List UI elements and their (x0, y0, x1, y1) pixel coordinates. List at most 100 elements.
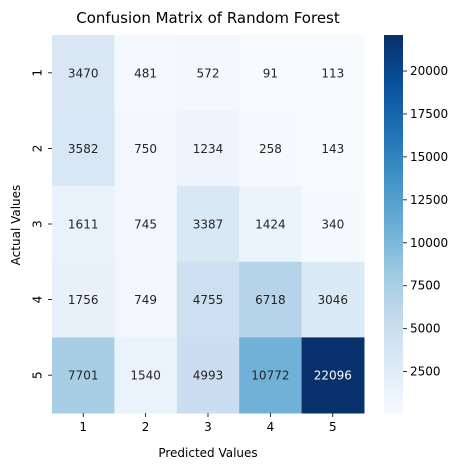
colorbar: 2500 5000 7500 10000 12500 15000 17500 20000 (384, 35, 448, 414)
colorbar-segment (384, 252, 403, 257)
colorbar-segment (384, 205, 403, 209)
colorbar-segment (384, 63, 403, 68)
colorbar-segment (384, 176, 403, 181)
cell-value-label: 1540 (130, 369, 161, 383)
colorbar-segment (384, 183, 403, 187)
heatmap-cell-r1-c4 (239, 35, 303, 112)
colorbar-segment (384, 274, 403, 279)
colorbar-segment (384, 88, 403, 93)
colorbar-segment (384, 309, 403, 313)
heatmap-cell-r4-c2 (114, 261, 178, 338)
cell-value-label: 22096 (314, 369, 352, 383)
cell-value-label: 749 (134, 293, 157, 307)
cell-value-label: 7701 (68, 369, 99, 383)
heatmap-cell-r2-c1 (52, 110, 115, 187)
y-tick-label: 3 (31, 220, 45, 228)
x-tick-label: 3 (204, 420, 212, 434)
colorbar-segment (384, 343, 403, 348)
colorbar-segment (384, 353, 403, 357)
colorbar-segment (384, 98, 403, 102)
colorbar-segment (384, 145, 403, 149)
colorbar-segment (384, 390, 403, 395)
colorbar-tick-label: 20000 (410, 64, 448, 78)
colorbar-segment (384, 110, 403, 115)
colorbar-segment (384, 164, 403, 168)
colorbar-tick-label: 17500 (410, 107, 448, 121)
colorbar-segment (384, 82, 403, 86)
cell-value-label: 340 (321, 218, 344, 232)
colorbar-segment (384, 123, 403, 127)
heatmap-cell-r2-c2 (114, 110, 178, 187)
cell-value-label: 6718 (255, 293, 286, 307)
chart-title: Confusion Matrix of Random Forest (76, 9, 340, 27)
colorbar-segment (384, 350, 403, 354)
colorbar-segment (384, 293, 403, 298)
colorbar-segment (384, 302, 403, 307)
colorbar-segment (384, 318, 403, 323)
colorbar-segment (384, 198, 403, 203)
heatmap-cell-r2-c5 (301, 110, 365, 187)
colorbar-segment (384, 271, 403, 275)
colorbar-segment (384, 315, 403, 320)
colorbar-segment (384, 346, 403, 351)
heatmap-cell-r1-c3 (176, 35, 240, 112)
heatmap-cells: 3470 481 572 91 113 3582 750 1234 258 143 1611 745 3… (52, 35, 365, 414)
colorbar-segment (384, 242, 403, 247)
colorbar-segment (384, 66, 403, 71)
cell-value-label: 1611 (68, 218, 99, 232)
heatmap-cell-r2-c3 (176, 110, 240, 187)
colorbar-segment (384, 60, 403, 64)
colorbar-segment (384, 375, 403, 379)
cell-value-label: 3470 (68, 66, 99, 80)
x-tick-label: 1 (79, 420, 87, 434)
colorbar-segment (384, 167, 403, 172)
colorbar-tick-label: 5000 (410, 322, 441, 336)
colorbar-segment (384, 157, 403, 162)
colorbar-segment (384, 378, 403, 383)
cell-value-label: 572 (197, 66, 220, 80)
colorbar-segment (384, 107, 403, 112)
heatmap-cell-r5-c2 (114, 337, 178, 414)
cell-value-label: 3582 (68, 142, 99, 156)
colorbar-segment (384, 409, 403, 414)
colorbar-segment (384, 189, 403, 194)
cell-value-label: 481 (134, 66, 157, 80)
colorbar-segment (384, 91, 403, 96)
colorbar-segment (384, 35, 403, 39)
colorbar-segment (384, 211, 403, 216)
colorbar-segment (384, 337, 403, 342)
colorbar-segment (384, 334, 403, 338)
heatmap-cell-r2-c4 (239, 110, 303, 187)
heatmap-cell-r1-c1 (52, 35, 115, 112)
y-tick-label: 4 (31, 296, 45, 304)
x-axis: 1 2 3 4 5 (79, 413, 337, 434)
colorbar-segment (384, 321, 403, 326)
cell-value-label: 3046 (318, 293, 349, 307)
colorbar-segment (384, 227, 403, 231)
colorbar-segment (384, 161, 403, 165)
colorbar-segment (384, 280, 403, 285)
colorbar-segment (384, 72, 403, 77)
heatmap-cell-r3-c1 (52, 186, 115, 263)
colorbar-segment (384, 138, 403, 143)
cell-value-label: 4755 (193, 293, 224, 307)
heatmap-cell-r4-c3 (176, 261, 240, 338)
cell-value-label: 750 (134, 142, 157, 156)
heatmap-cell-r3-c4 (239, 186, 303, 263)
colorbar-segment (384, 173, 403, 178)
colorbar-segment (384, 101, 403, 105)
colorbar-segment (384, 277, 403, 282)
colorbar-segment (384, 195, 403, 200)
colorbar-segment (384, 186, 403, 190)
colorbar-segment (384, 340, 403, 345)
colorbar-segment (384, 359, 403, 364)
colorbar-segment (384, 381, 403, 386)
colorbar-segment (384, 47, 403, 52)
cell-value-label: 1424 (255, 218, 286, 232)
colorbar-segment (384, 372, 403, 376)
colorbar-segment (384, 142, 403, 146)
colorbar-segment (384, 283, 403, 288)
colorbar-segment (384, 258, 403, 263)
colorbar-segment (384, 214, 403, 219)
